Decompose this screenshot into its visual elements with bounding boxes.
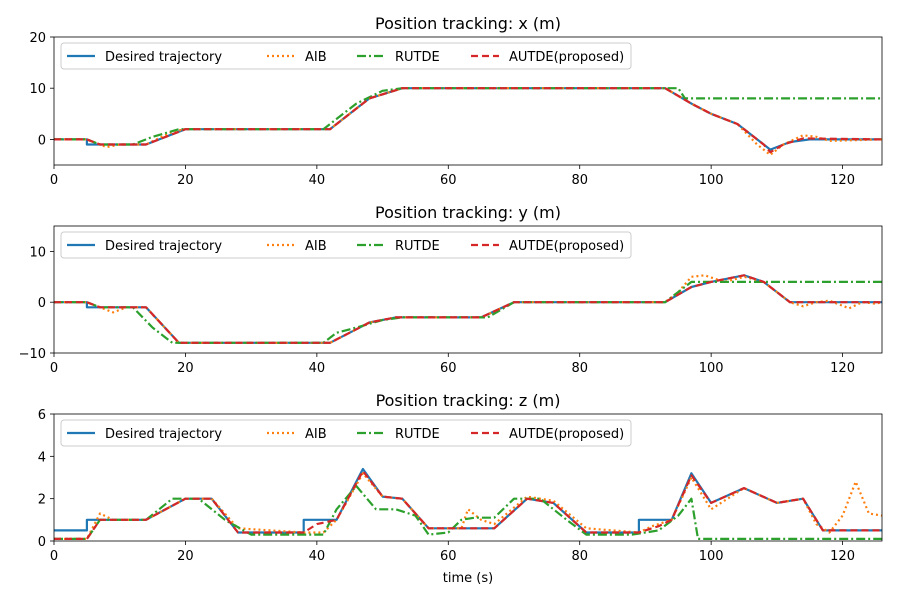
legend-label-3: RUTDE [395,239,440,254]
x-axis-label: time (s) [443,571,493,586]
chart-title: Position tracking: x (m) [375,14,561,33]
x-tick-label: 80 [571,361,588,376]
series-line-3 [54,87,882,146]
y-tick-label: −10 [19,347,46,362]
series-line-4 [54,470,882,541]
x-tick-label: 60 [440,549,457,564]
x-tick-label: 100 [699,549,724,564]
y-tick-label: 0 [38,535,46,550]
legend-label-1: Desired trajectory [105,239,222,254]
plot-frame [53,36,883,166]
series-group [54,467,882,541]
x-tick-label: 20 [177,549,194,564]
x-tick-label: 100 [699,173,724,188]
chart-title: Position tracking: y (m) [375,203,561,222]
y-tick-label: 4 [38,450,46,465]
series-line-2 [54,87,882,156]
series-line-4 [54,87,882,154]
y-tick-label: 2 [38,493,46,508]
x-tick-label: 120 [830,361,855,376]
y-tick-label: 6 [38,408,46,423]
x-tick-label: 120 [830,549,855,564]
x-tick-label: 80 [571,549,588,564]
plot-frame [53,413,883,542]
y-tick-label: 10 [29,245,46,260]
legend-label-3: RUTDE [395,427,440,442]
series-line-2 [54,274,882,344]
plot-frame [53,225,883,354]
legend-label-4: AUTDE(proposed) [509,427,624,442]
legend-label-2: AIB [305,239,327,254]
legend-box [60,231,632,259]
x-tick-label: 40 [309,361,326,376]
chart-title: Position tracking: z (m) [376,391,561,410]
legend-label-2: AIB [305,427,327,442]
x-tick-label: 100 [699,361,724,376]
legend-label-1: Desired trajectory [105,427,222,442]
series-group [54,87,882,156]
series-line-3 [54,280,882,344]
series-line-1 [54,467,882,534]
legend-label-2: AIB [305,50,327,65]
legend-label-3: RUTDE [395,50,440,65]
x-tick-label: 0 [50,361,58,376]
y-tick-label: 20 [29,31,46,46]
legend: Desired trajectory AIB RUTDE AUTDE(proposed… [60,231,632,259]
series-line-4 [54,274,882,344]
legend: Desired trajectory AIB RUTDE AUTDE(proposed… [60,42,632,70]
legend: Desired trajectory AIB RUTDE AUTDE(proposed… [60,419,632,447]
y-tick-label: 10 [29,82,46,97]
x-tick-label: 0 [50,549,58,564]
y-tick-label: 0 [38,296,46,311]
subplot-2: 0 20 40 60 80 100 120 −10 0 10 Position tracking: … [19,203,883,376]
subplot-3: 0 20 40 60 80 100 120 0 2 4 6 Position tracking: z … [38,391,883,586]
legend-box [60,42,632,70]
legend-label-4: AUTDE(proposed) [509,239,624,254]
series-group [54,274,882,344]
x-tick-label: 60 [440,361,457,376]
x-tick-label: 40 [309,173,326,188]
x-tick-label: 0 [50,173,58,188]
x-tick-label: 80 [571,173,588,188]
legend-label-1: Desired trajectory [105,50,222,65]
x-tick-label: 120 [830,173,855,188]
x-tick-label: 60 [440,173,457,188]
x-tick-label: 40 [309,549,326,564]
series-line-1 [54,87,882,151]
x-tick-label: 20 [177,173,194,188]
subplot-1: 0 20 40 60 80 100 120 0 10 20 Position tracking: x… [29,14,883,188]
legend-label-4: AUTDE(proposed) [509,50,624,65]
y-tick-label: 0 [38,133,46,148]
legend-box [60,419,632,447]
x-tick-label: 20 [177,361,194,376]
series-line-1 [54,274,882,344]
